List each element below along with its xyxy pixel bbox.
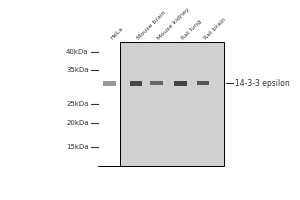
Text: HeLa: HeLa	[109, 26, 124, 41]
Bar	[98, 42, 224, 166]
Text: 25kDa: 25kDa	[66, 101, 89, 107]
Bar	[130, 81, 142, 86]
Text: 35kDa: 35kDa	[66, 67, 89, 73]
Bar	[196, 81, 209, 85]
Bar	[98, 42, 121, 166]
Text: Rat brain: Rat brain	[203, 17, 227, 41]
Text: 15kDa: 15kDa	[66, 144, 89, 150]
Text: 40kDa: 40kDa	[66, 49, 89, 55]
Bar	[103, 81, 116, 86]
Text: Mouse brain: Mouse brain	[136, 10, 167, 41]
Text: 14-3-3 epsilon: 14-3-3 epsilon	[235, 79, 290, 88]
Text: Rat lung: Rat lung	[180, 19, 202, 41]
Bar	[150, 81, 163, 85]
Bar	[120, 42, 121, 166]
Text: 20kDa: 20kDa	[66, 120, 89, 126]
Bar	[174, 81, 187, 86]
Text: Mouse kidney: Mouse kidney	[157, 7, 191, 41]
